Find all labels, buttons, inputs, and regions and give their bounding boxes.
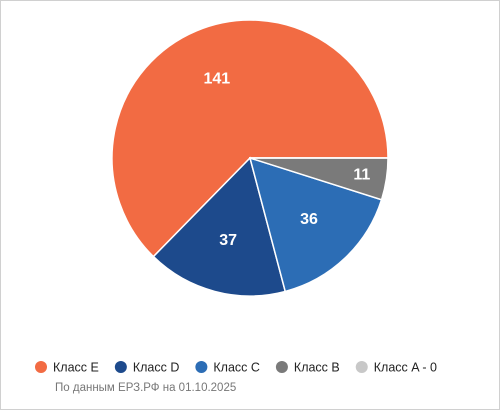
legend-label: Класс C	[213, 360, 260, 374]
legend-marker	[35, 361, 47, 373]
legend-marker	[355, 361, 368, 373]
pie-slice	[152, 156, 287, 297]
pie-slice	[248, 156, 383, 293]
data-label: 36	[300, 211, 318, 228]
data-label: 37	[219, 232, 237, 249]
data-label: 141	[203, 70, 230, 87]
source-note: По данным ЕРЗ.РФ на 01.10.2025	[55, 382, 236, 394]
pie-slice	[111, 19, 389, 258]
legend-marker	[114, 361, 127, 373]
legend-marker	[275, 361, 288, 373]
legend-marker	[195, 361, 208, 373]
legend-label: Класс A - 0	[374, 360, 437, 374]
legend-label: Класс B	[294, 360, 340, 374]
legend-label: Класс D	[133, 360, 180, 374]
data-label: 11	[353, 167, 370, 184]
legend-label: Класс E	[53, 360, 99, 374]
